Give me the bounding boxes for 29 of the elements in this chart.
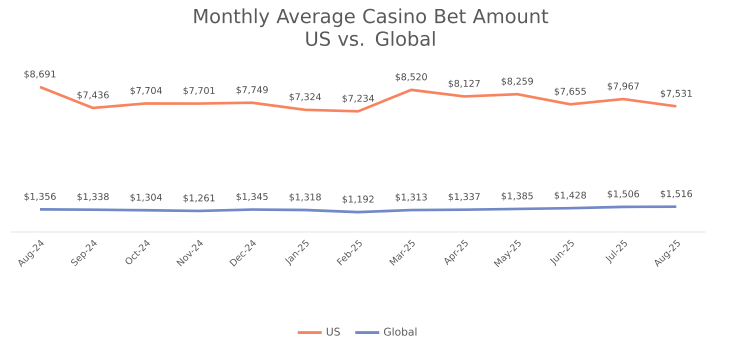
legend-label: Global [384, 328, 416, 336]
data-label: $8,127 [448, 80, 480, 88]
data-label: $7,704 [130, 86, 162, 96]
data-label: $1,337 [448, 192, 480, 202]
data-label: $7,701 [184, 86, 215, 96]
chart-title: Monthly Average Casino Bet Amount US vs. Global [194, 8, 548, 46]
data-label: $1,356 [24, 192, 56, 202]
data-label: $7,436 [77, 91, 109, 100]
data-label: $1,345 [236, 192, 268, 202]
data-label: $1,516 [660, 190, 692, 198]
data-label: $1,428 [554, 191, 586, 200]
data-label: $8,691 [24, 70, 56, 79]
data-label: $1,385 [502, 192, 533, 201]
data-label: $7,324 [290, 93, 321, 102]
data-label: $1,506 [608, 190, 640, 199]
legend-label: US [326, 328, 340, 336]
data-label: $8,259 [502, 77, 533, 86]
data-label: $8,520 [396, 73, 427, 82]
data-label: $7,967 [608, 82, 639, 91]
data-label: $1,192 [342, 195, 374, 204]
data-label: $7,655 [554, 88, 586, 96]
data-label: $1,304 [130, 194, 162, 202]
data-label: $1,313 [396, 193, 427, 202]
data-label: $1,338 [77, 192, 109, 202]
data-label: $7,531 [660, 90, 692, 98]
data-label: $1,261 [184, 194, 215, 203]
data-label: $7,749 [236, 86, 268, 94]
data-label: $1,318 [290, 193, 321, 202]
data-label: $7,234 [342, 94, 374, 104]
